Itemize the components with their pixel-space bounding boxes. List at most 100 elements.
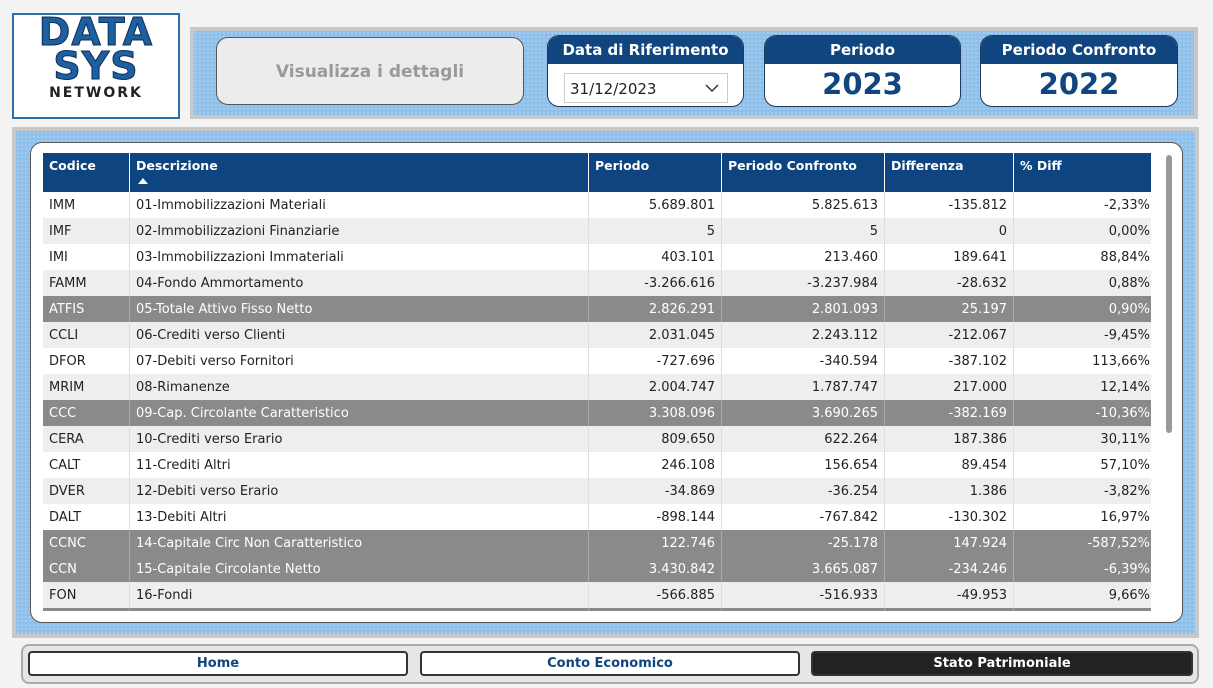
table-cell: -767.842 [721, 504, 885, 530]
table-cell: 246.108 [588, 452, 722, 478]
table-cell: 16,97% [1013, 504, 1151, 530]
logo-text: SYS [53, 44, 139, 88]
scrollbar[interactable] [1166, 155, 1172, 433]
table-cell: -49.953 [884, 582, 1014, 608]
period-card: Periodo 2023 [764, 35, 961, 107]
table-cell: 1.386 [884, 478, 1014, 504]
table-cell: 01-Immobilizzazioni Materiali [129, 192, 589, 218]
column-header[interactable]: Descrizione [129, 153, 589, 192]
table-cell: 9,66% [1013, 582, 1151, 608]
table-cell: -135.812 [884, 192, 1014, 218]
column-header[interactable]: Periodo Confronto [721, 153, 885, 192]
details-button[interactable]: Visualizza i dettagli [216, 37, 524, 105]
table-row: FON 16-Fondi -566.885 -516.933 -49.953 9,66% [43, 582, 1151, 608]
table-cell: 04-Fondo Ammortamento [129, 270, 589, 296]
table-cell: 12-Debiti verso Erario [129, 478, 589, 504]
table-cell: 403.101 [588, 244, 722, 270]
table-cell: 2.826.291 [588, 296, 722, 322]
logo-text: DATA [38, 10, 154, 54]
table-cell: 622.264 [721, 426, 885, 452]
table-cell: 0,00% [1013, 218, 1151, 244]
table-cell: DFOR [43, 348, 130, 374]
table-cell: -382.169 [884, 400, 1014, 426]
header-row: Codice Descrizione Periodo Periodo Confront… [43, 153, 1151, 192]
table-cell: 809.650 [588, 426, 722, 452]
table-cell: 5.825.613 [721, 192, 885, 218]
table-viewport: Codice Descrizione Periodo Periodo Confront… [43, 153, 1151, 611]
table-cell: 2.031.045 [588, 322, 722, 348]
table-cell: 3.308.096 [588, 400, 722, 426]
table-cell: IMM [43, 192, 130, 218]
logo: DATA SYS NETWORK [12, 13, 180, 119]
dropdown-value: 31/12/2023 [570, 80, 657, 98]
table-cell: -2,33% [1013, 192, 1151, 218]
column-header[interactable]: Periodo [588, 153, 722, 192]
table-row: DFOR 07-Debiti verso Fornitori -727.696 -34… [43, 348, 1151, 374]
table-cell: DALT [43, 504, 130, 530]
table-cell: 3.690.265 [721, 400, 885, 426]
table-cell: 12,14% [1013, 374, 1151, 400]
table-cell: 11-Crediti Altri [129, 452, 589, 478]
table-cell: CERA [43, 426, 130, 452]
table-row: IMI 03-Immobilizzazioni Immateriali 403.10… [43, 244, 1151, 270]
table-cell: 2.243.112 [721, 322, 885, 348]
table-cell: FAMM [43, 270, 130, 296]
table-cell: 113,66% [1013, 348, 1151, 374]
column-header[interactable]: % Diff [1013, 153, 1151, 192]
table-cell: 122.746 [588, 530, 722, 556]
table-cell: 07-Debiti verso Fornitori [129, 348, 589, 374]
table-cell: -259.001 [884, 608, 1014, 611]
nav-button[interactable]: Conto Economico [420, 651, 800, 676]
logo-text: NETWORK [49, 85, 143, 101]
table-cell: 10-Crediti verso Erario [129, 426, 589, 452]
table-cell: 16-Fondi [129, 582, 589, 608]
table-cell: 5.689.801 [588, 192, 722, 218]
table-cell: CCC [43, 400, 130, 426]
table-cell: -34.869 [588, 478, 722, 504]
table-cell: 89.454 [884, 452, 1014, 478]
nav-button[interactable]: Home [28, 651, 408, 676]
table-cell: 0 [884, 218, 1014, 244]
table-cell: -10,36% [1013, 400, 1151, 426]
column-header[interactable]: Codice [43, 153, 130, 192]
table-cell: 5 [721, 218, 885, 244]
table-cell: 17-Capitale Investito Netto [129, 608, 589, 611]
column-header[interactable]: Differenza [884, 153, 1014, 192]
table-cell: -340.594 [721, 348, 885, 374]
table-cell: CCLI [43, 322, 130, 348]
table-row: FAMM 04-Fondo Ammortamento -3.266.616 -3.23… [43, 270, 1151, 296]
table-cell: -566.885 [588, 582, 722, 608]
date-dropdown[interactable]: 31/12/2023 [564, 73, 728, 103]
table-row: CALT 11-Crediti Altri 246.108 156.654 89.454… [43, 452, 1151, 478]
card-label: Periodo [765, 36, 960, 64]
table-cell: -36.254 [721, 478, 885, 504]
sort-arrow [137, 178, 148, 184]
table-cell: 0,90% [1013, 296, 1151, 322]
table-row: IMM 01-Immobilizzazioni Materiali 5.689.80… [43, 192, 1151, 218]
table-cell: -387.102 [884, 348, 1014, 374]
table-row: ATFIS 05-Totale Attivo Fisso Netto 2.826.2… [43, 296, 1151, 322]
table-card: Codice Descrizione Periodo Periodo Confront… [30, 142, 1183, 623]
comparison-card: Periodo Confronto 2022 [980, 35, 1178, 107]
table-cell: 14-Capitale Circ Non Caratteristico [129, 530, 589, 556]
table-cell: 5 [588, 218, 722, 244]
table-row: CCNC 14-Capitale Circ Non Caratteristico 1… [43, 530, 1151, 556]
nav-button[interactable]: Stato Patrimoniale [811, 651, 1193, 676]
table-cell: -3.237.984 [721, 270, 885, 296]
table-cell: MRIM [43, 374, 130, 400]
table-cell: -130.302 [884, 504, 1014, 530]
table-cell: 187.386 [884, 426, 1014, 452]
table-cell: 57,10% [1013, 452, 1151, 478]
table-row: CCN 15-Capitale Circolante Netto 3.430.842… [43, 556, 1151, 582]
table-cell: 156.654 [721, 452, 885, 478]
card-label: Periodo Confronto [981, 36, 1177, 64]
table-cell: 08-Rimanenze [129, 374, 589, 400]
table-cell: 05-Totale Attivo Fisso Netto [129, 296, 589, 322]
table-row: DALT 13-Debiti Altri -898.144 -767.842 -130.… [43, 504, 1151, 530]
table-cell: 13-Debiti Altri [129, 504, 589, 530]
card-value: 2023 [822, 67, 903, 101]
table-cell: 25.197 [884, 296, 1014, 322]
table-cell: CALT [43, 452, 130, 478]
table-cell: 5.690.247 [588, 608, 722, 611]
